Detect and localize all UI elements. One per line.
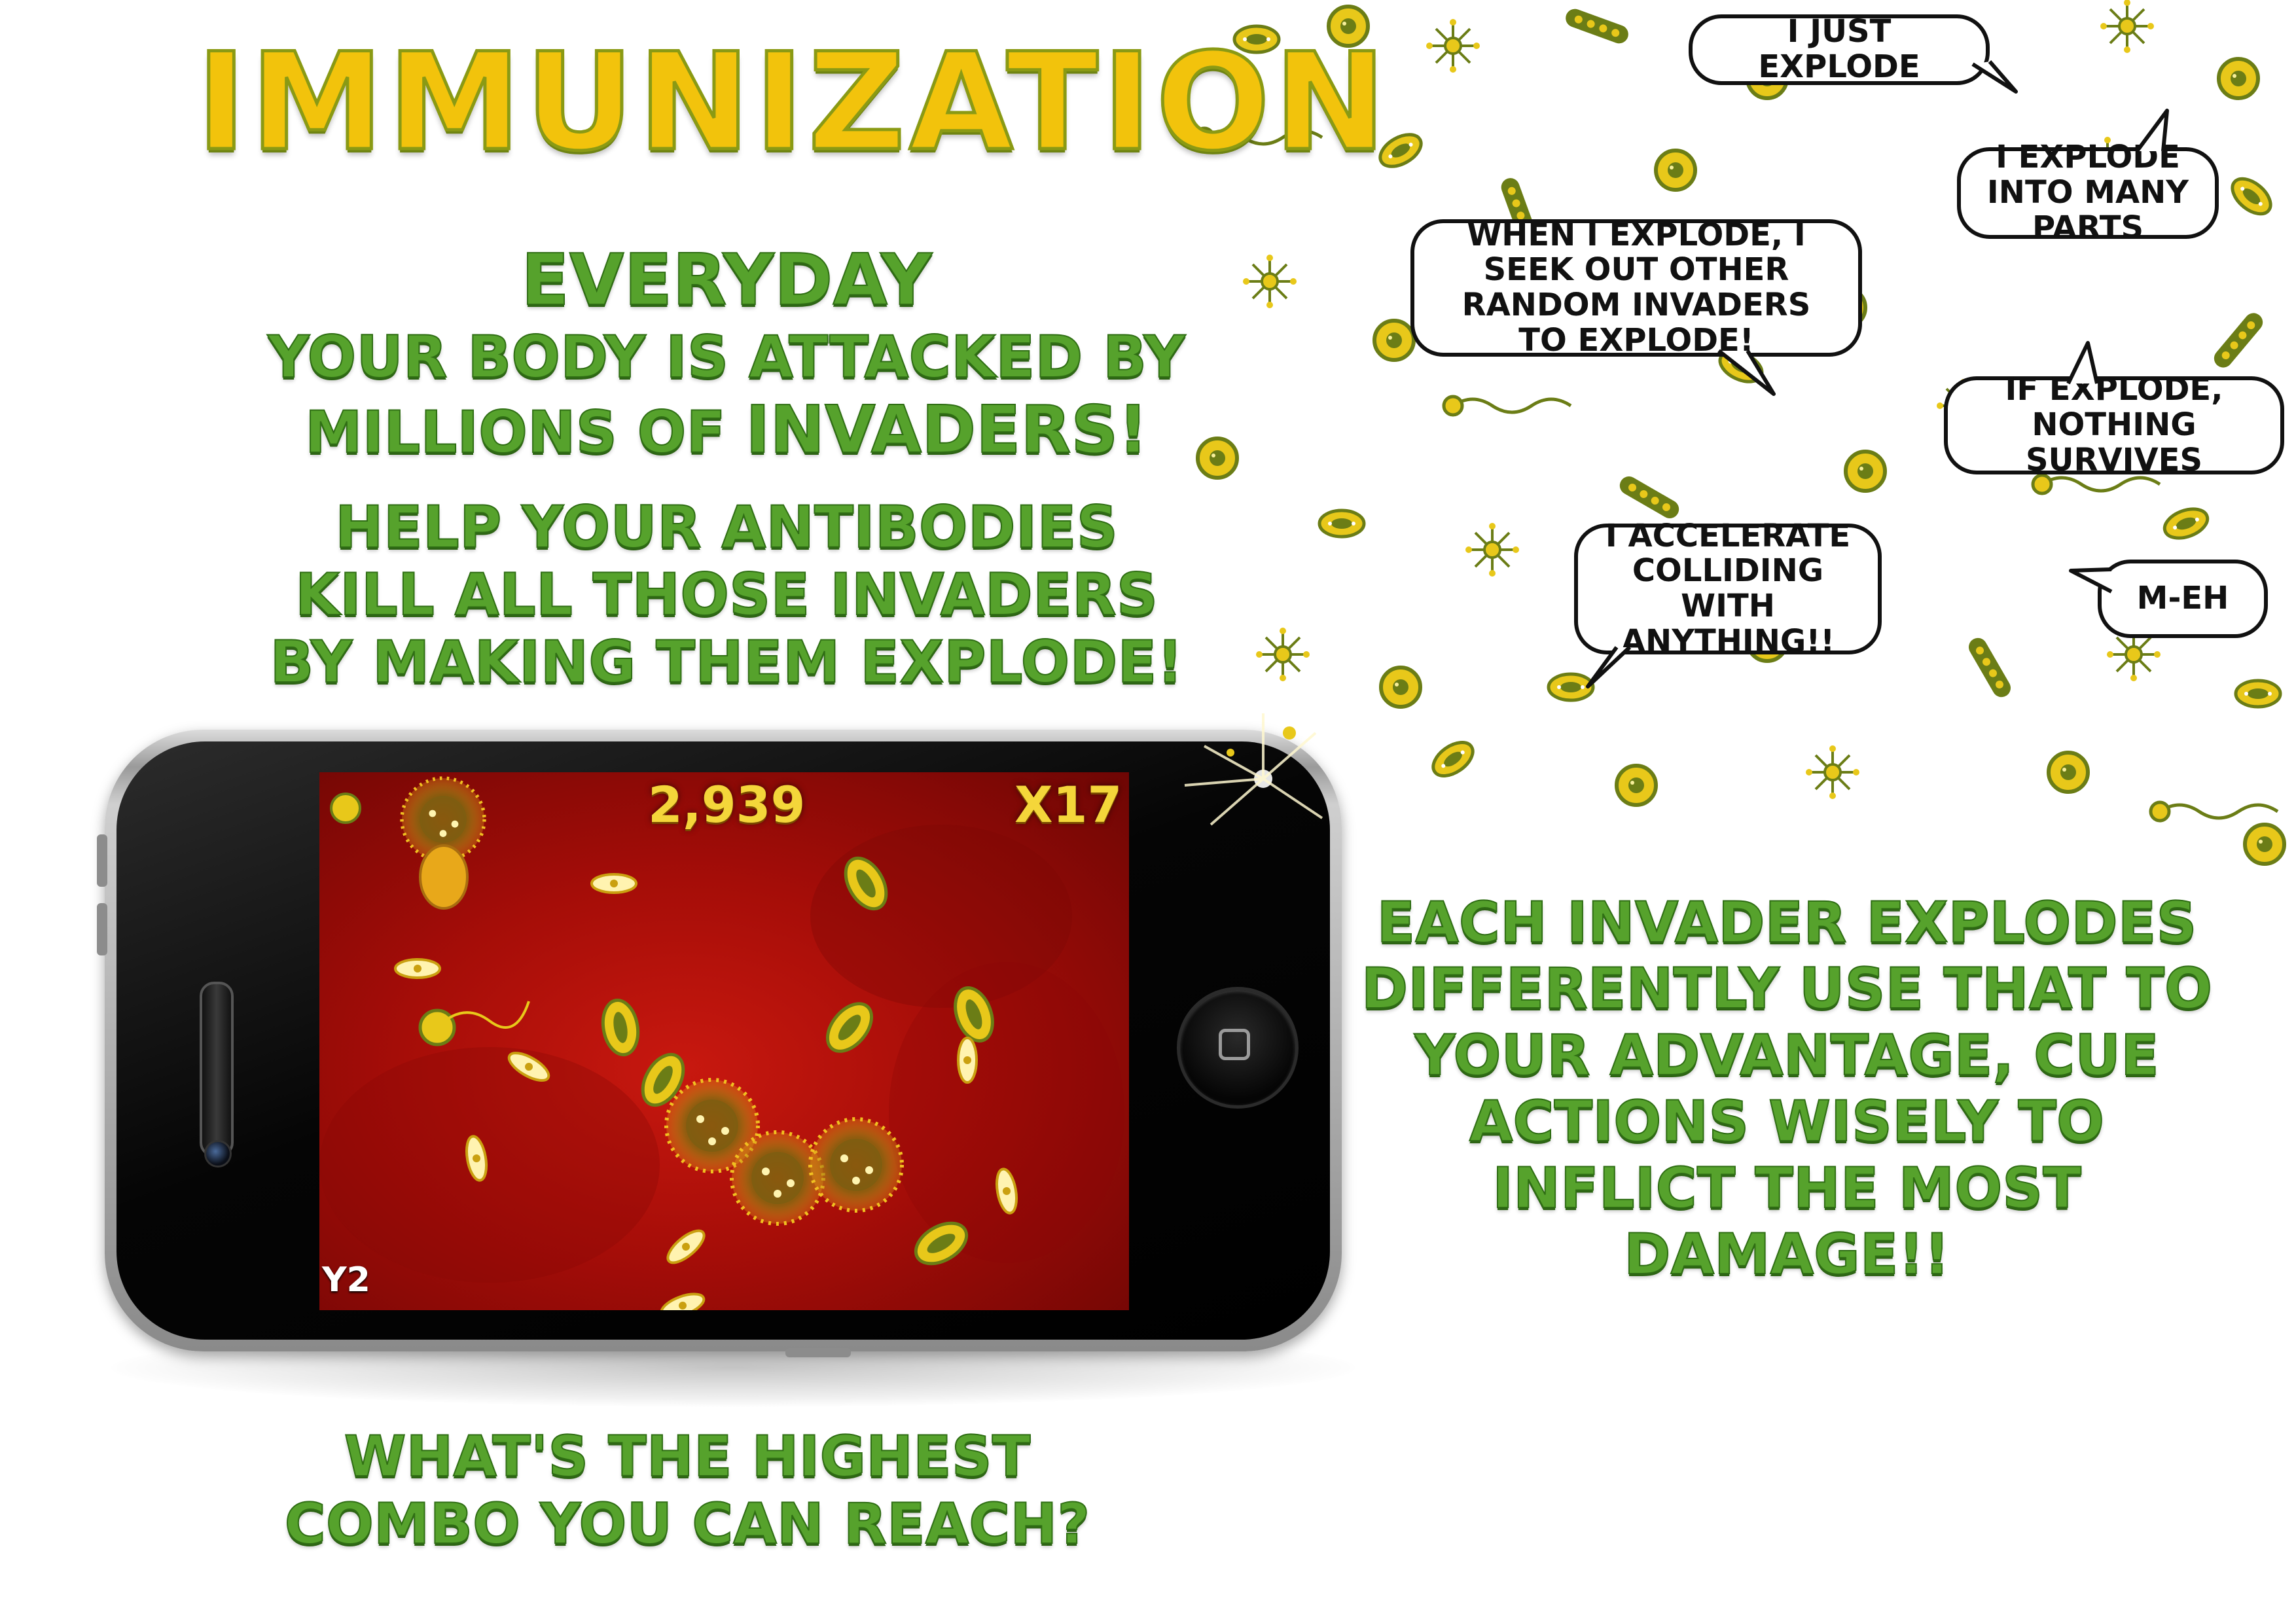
volume-up-button xyxy=(97,834,107,887)
home-button[interactable] xyxy=(1177,987,1299,1109)
bubble-many-parts: I EXPLODE INTO MANY PARTS xyxy=(1957,139,2219,245)
attacked-line-1: YOUR BODY IS ATTACKED BY xyxy=(267,323,1186,391)
help-line-2: KILL ALL THOSE INVADERS xyxy=(295,560,1158,629)
help-line-3: BY MAKING THEM EXPLODE! xyxy=(269,628,1183,696)
front-camera-icon xyxy=(204,1140,232,1168)
attacked-text: YOUR BODY IS ATTACKED BY MILLIONS OF INV… xyxy=(196,323,1257,469)
bubble-accelerate: I ACCELERATE COLLIDING WITH ANYTHING!! xyxy=(1574,518,1882,659)
power-button xyxy=(785,1348,851,1357)
highest-combo-line-2: COMBO YOU CAN REACH? xyxy=(284,1491,1091,1558)
bubble-tail xyxy=(1717,349,1776,396)
invaders-emphasis: INVADERS! xyxy=(745,391,1149,469)
bubble-nothing-survives: IF EXPLODE, NOTHING SURVIVES xyxy=(1944,372,2284,478)
everyday-headline: EVERYDAY xyxy=(520,240,933,321)
bubble-tail xyxy=(2066,341,2099,385)
bubble-tail xyxy=(1586,645,1632,688)
combo-multiplier: X17 xyxy=(1014,776,1122,834)
help-text: HELP YOUR ANTIBODIES KILL ALL THOSE INVA… xyxy=(196,493,1257,696)
earpiece-speaker xyxy=(200,982,234,1157)
bubble-tail xyxy=(1971,60,2018,94)
invader-tips-text: EACH INVADER EXPLODES DIFFERENTLY USE TH… xyxy=(1361,889,2213,1288)
score-counter: 2,939 xyxy=(648,776,806,834)
bubble-tail xyxy=(2069,567,2113,594)
help-line-1: HELP YOUR ANTIBODIES xyxy=(334,493,1119,562)
bubble-meh: M-EH xyxy=(2098,560,2268,638)
game-title: IMMUNIZATION xyxy=(195,25,1390,181)
bubble-seek-out: WHEN I EXPLODE, I SEEK OUT OTHER RANDOM … xyxy=(1410,217,1862,358)
bubble-just-explode: I JUST EXPLODE xyxy=(1689,14,1990,85)
game-screen[interactable] xyxy=(319,772,1129,1310)
game-scene xyxy=(319,772,1124,1310)
glass-crack-icon xyxy=(1184,713,1323,826)
highest-combo-question: WHAT'S THE HIGHEST COMBO YOU CAN REACH? xyxy=(236,1423,1139,1558)
bubble-tail xyxy=(2135,109,2169,152)
level-indicator: Y2 xyxy=(322,1260,370,1300)
home-square-icon xyxy=(1219,1029,1250,1060)
volume-down-button xyxy=(97,903,107,955)
highest-combo-line-1: WHAT'S THE HIGHEST xyxy=(344,1423,1031,1490)
attacked-line-2-prefix: MILLIONS OF xyxy=(304,398,746,467)
attacked-line-2: MILLIONS OF INVADERS! xyxy=(196,391,1257,469)
